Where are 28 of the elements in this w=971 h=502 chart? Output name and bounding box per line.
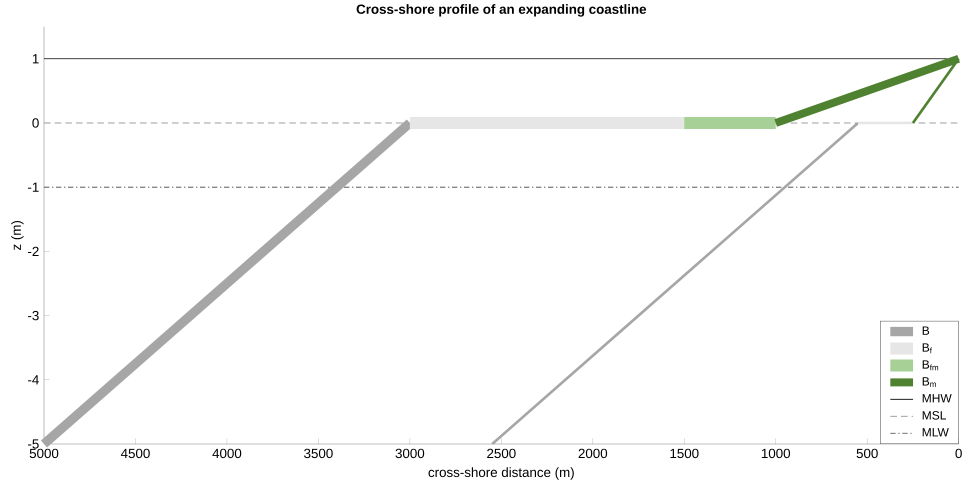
x-tick-label: 3500	[304, 448, 333, 458]
y-tick-label: -4	[28, 375, 39, 384]
y-tick-label: -2	[28, 246, 39, 256]
legend-label: MLW	[922, 428, 949, 436]
x-tick-label: 500	[856, 448, 878, 458]
x-tick-label: 5000	[30, 448, 58, 458]
x-tick-label: 4500	[120, 448, 150, 458]
y-tick-label: -5	[28, 439, 39, 449]
x-tick-label: 0	[955, 448, 962, 458]
y-tick-label: 1	[32, 54, 39, 64]
legend-label: B	[922, 326, 930, 335]
x-tick-label: 2500	[487, 448, 516, 458]
legend-label: B$_{f}$	[922, 343, 932, 354]
legend-label: B$_{fm}$	[922, 360, 938, 370]
legend-label: B$_{m}$	[922, 377, 936, 387]
y-tick-label: 0	[32, 118, 39, 128]
y-tick-label: -3	[28, 310, 39, 320]
legend-label: MHW	[922, 394, 952, 402]
legend-label: MSL	[922, 411, 946, 420]
chart-title: Cross-shore profile of an expanding coastline	[356, 4, 646, 17]
x-tick-label: 3000	[396, 448, 424, 458]
x-tick-label: 2000	[578, 448, 608, 458]
x-tick-label: 4000	[212, 448, 242, 458]
y-tick-label: -1	[28, 182, 39, 192]
y-axis-title: z (m)	[11, 220, 24, 250]
x-axis-title: cross-shore distance (m)	[428, 467, 574, 480]
x-tick-label: 1500	[670, 448, 699, 458]
x-tick-label: 1000	[762, 448, 790, 458]
